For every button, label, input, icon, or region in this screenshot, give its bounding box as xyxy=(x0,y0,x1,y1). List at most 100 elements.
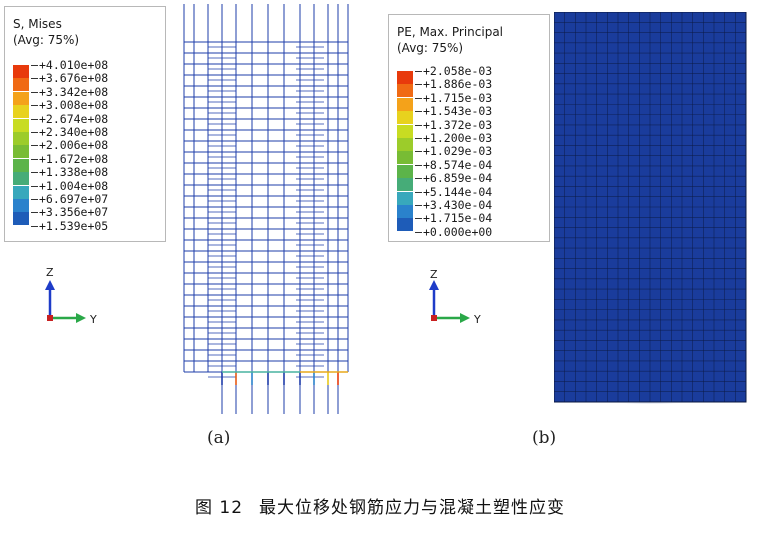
plastic-strain-legend-value: +0.000e+00 xyxy=(423,224,493,239)
mises-legend-tick xyxy=(31,145,38,147)
mises-legend-tick xyxy=(31,172,38,174)
plastic-strain-legend-swatch xyxy=(397,97,413,111)
mises-legend-tick xyxy=(31,78,38,80)
panel-b-label: (b) xyxy=(532,428,557,448)
figure-number: 图 12 xyxy=(194,498,244,518)
triad-b-y-label: Y xyxy=(474,313,481,326)
plastic-strain-legend-swatch xyxy=(397,124,413,138)
plastic-strain-legend-tick xyxy=(415,205,422,206)
mises-legend-entry: +3.356e+07 xyxy=(13,205,163,226)
plastic-strain-legend-swatch xyxy=(397,164,413,178)
plastic-strain-legend-tick xyxy=(415,138,422,139)
mises-legend-tick xyxy=(31,105,38,107)
mises-legend-tick xyxy=(31,91,38,93)
plastic-strain-legend-tick xyxy=(415,124,422,126)
plastic-strain-legend-swatch xyxy=(397,84,413,98)
plastic-strain-legend-value: +1.715e-04 xyxy=(423,211,493,226)
plastic-strain-legend-value: +5.144e-04 xyxy=(423,184,493,199)
mises-legend-entry: +3.008e+08 xyxy=(13,98,163,119)
mises-legend-value: +6.697e+07 xyxy=(39,192,109,206)
plastic-strain-legend-swatch xyxy=(397,178,413,192)
concrete-contour-plot xyxy=(554,12,754,404)
plastic-strain-legend-tick xyxy=(415,111,422,113)
mises-legend-entry: +1.672e+08 xyxy=(13,151,163,172)
mises-legend-swatch xyxy=(13,158,29,172)
mises-legend-entry: +3.676e+08 xyxy=(13,72,163,92)
plastic-strain-legend-entry: +1.543e-03 xyxy=(397,104,547,125)
triad-a-y-label: Y xyxy=(90,313,97,326)
mises-legend-tick xyxy=(31,199,38,200)
mises-legend-swatch xyxy=(13,145,29,159)
mises-legend-subtitle: (Avg: 75%) xyxy=(13,33,80,47)
coordinate-triad-a xyxy=(45,280,86,323)
triad-b-z-label: Z xyxy=(430,268,438,281)
mises-legend-tick xyxy=(31,158,38,160)
mises-legend-value: +1.004e+08 xyxy=(39,178,109,193)
mises-legend-value: +2.674e+08 xyxy=(39,111,109,126)
mises-legend-value: +4.010e+08 xyxy=(39,58,109,72)
mises-legend-value: +3.008e+08 xyxy=(39,98,109,113)
mises-legend-tick xyxy=(31,225,38,227)
plastic-strain-legend-tick xyxy=(415,151,422,153)
panel-b: PE, Max. Principal (Avg: 75%) +2.058e-03… xyxy=(380,0,760,460)
mises-legend-entry: +1.004e+08 xyxy=(13,178,163,199)
plastic-strain-legend-tick xyxy=(415,231,422,233)
plastic-strain-legend-title: PE, Max. Principal xyxy=(397,25,504,39)
plastic-strain-legend-value: +2.058e-03 xyxy=(423,64,493,78)
mises-legend-swatch xyxy=(13,65,29,78)
plastic-strain-legend-tick xyxy=(415,84,422,86)
mises-legend-title: S, Mises xyxy=(13,17,62,31)
plastic-strain-legend-entry: +1.372e-03 xyxy=(397,117,547,138)
rebar-cage xyxy=(183,4,349,414)
plastic-strain-legend-value: +1.543e-03 xyxy=(423,104,493,119)
panel-a: S, Mises (Avg: 75%) +4.010e+08 +3.676e+08… xyxy=(0,0,380,460)
plastic-strain-legend-swatch xyxy=(397,151,413,165)
plastic-strain-legend-entry: +0.000e+00 xyxy=(397,224,547,239)
plastic-strain-legend-value: +1.372e-03 xyxy=(423,117,493,132)
plastic-strain-legend-entry: +1.715e-03 xyxy=(397,90,547,111)
mises-legend-value: +1.539e+05 xyxy=(39,218,109,233)
plastic-strain-legend-entry: +1.715e-04 xyxy=(397,211,547,232)
plastic-strain-legend-entry: +1.886e-03 xyxy=(397,77,547,98)
mises-legend-value: +3.356e+07 xyxy=(39,205,109,220)
figure-caption-text: 最大位移处钢筋应力与混凝土塑性应变 xyxy=(259,498,566,518)
plastic-strain-legend-value: +1.886e-03 xyxy=(423,77,493,92)
plastic-strain-legend-tick xyxy=(415,218,422,220)
plastic-strain-legend-tick xyxy=(415,178,422,180)
plastic-strain-legend-swatch xyxy=(397,205,413,218)
mises-legend-swatch xyxy=(13,172,29,186)
mises-legend-entry: +3.342e+08 xyxy=(13,85,163,105)
plastic-strain-legend-value: +1.029e-03 xyxy=(423,144,493,159)
panel-a-label: (a) xyxy=(207,428,231,448)
plastic-strain-legend-swatch xyxy=(397,111,413,125)
mises-legend-tick xyxy=(31,212,38,214)
plastic-strain-legend-tick xyxy=(415,71,422,72)
plastic-strain-legend-value: +1.715e-03 xyxy=(423,90,493,105)
mises-legend-value: +2.006e+08 xyxy=(39,138,109,153)
triad-a-z-label: Z xyxy=(46,266,54,279)
plastic-strain-legend-entry: +3.430e-04 xyxy=(397,199,547,218)
plastic-strain-legend-swatch xyxy=(397,191,413,205)
mises-legend-entry: +4.010e+08 xyxy=(13,58,163,78)
mises-legend-entry: +1.338e+08 xyxy=(13,166,163,186)
figure-caption: 图 12 最大位移处钢筋应力与混凝土塑性应变 xyxy=(0,493,760,518)
plastic-strain-legend-value: +1.200e-03 xyxy=(423,131,493,145)
plastic-strain-legend-swatch xyxy=(397,138,413,151)
plastic-strain-legend-entry: +1.029e-03 xyxy=(397,144,547,165)
plastic-strain-legend-swatch xyxy=(397,71,413,84)
mises-legend-swatch xyxy=(13,199,29,212)
plastic-strain-legend-tick xyxy=(415,191,422,193)
mises-legend-value: +1.672e+08 xyxy=(39,151,109,166)
plastic-strain-legend-value: +8.574e-04 xyxy=(423,157,493,172)
mises-legend-swatch xyxy=(13,212,29,226)
mises-legend-entry: +2.674e+08 xyxy=(13,111,163,132)
plastic-strain-legend-entry: +5.144e-04 xyxy=(397,184,547,205)
mises-legend-swatch xyxy=(13,132,29,145)
mises-legend-tick xyxy=(31,118,38,120)
mises-legend-swatch xyxy=(13,78,29,92)
plastic-strain-legend-scale: +2.058e-03 +1.886e-03 +1.715e-03 +1.543e-03… xyxy=(397,65,547,240)
mises-legend-swatch xyxy=(13,185,29,199)
plastic-strain-legend-swatch xyxy=(397,218,413,232)
plastic-strain-legend-entry: +8.574e-04 xyxy=(397,157,547,178)
mises-legend-tick xyxy=(31,185,38,187)
